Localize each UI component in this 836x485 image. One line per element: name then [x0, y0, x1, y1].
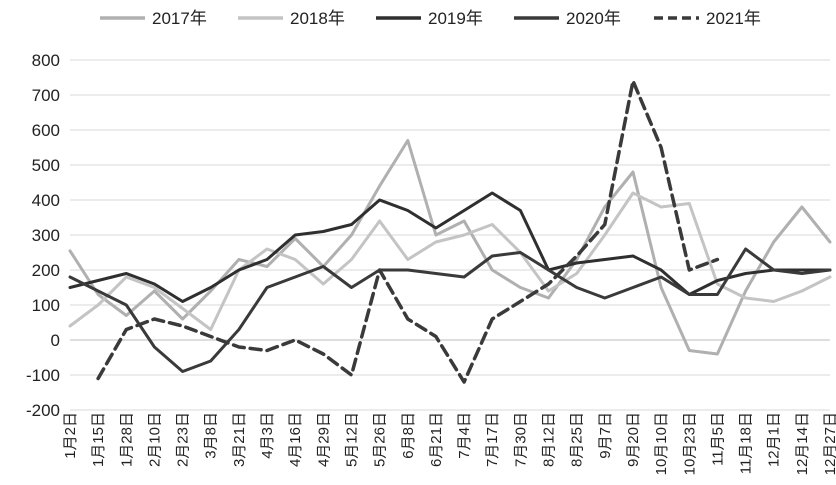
x-tick-label: 1月28日: [118, 412, 135, 467]
y-tick-label: 800: [32, 51, 60, 70]
x-tick-label: 5月26日: [372, 412, 389, 467]
y-tick-label: 700: [32, 86, 60, 105]
y-tick-label: 600: [32, 121, 60, 140]
x-tick-label: 3月8日: [203, 412, 220, 459]
x-tick-label: 8月25日: [569, 412, 586, 467]
x-tick-label: 11月18日: [738, 412, 755, 474]
x-tick-label: 11月5日: [709, 412, 726, 466]
series-line-1: [68, 139, 832, 356]
series-lines: [68, 79, 832, 384]
y-tick-label: 300: [32, 226, 60, 245]
x-tick-label: 4月16日: [287, 412, 304, 467]
y-tick-label: -200: [26, 401, 60, 420]
x-tick-label: 5月12日: [343, 412, 360, 467]
series-line-4: [68, 247, 832, 373]
y-tick-label: -100: [26, 366, 60, 385]
y-tick-label: 100: [32, 296, 60, 315]
legend-label: 2020年: [566, 9, 621, 28]
x-tick-label: 4月3日: [259, 412, 276, 459]
y-tick-label: 200: [32, 261, 60, 280]
x-tick-label: 8月12日: [541, 412, 558, 467]
series-line-3: [68, 191, 832, 303]
x-tick-label: 4月29日: [315, 412, 332, 467]
legend-label: 2017年: [152, 9, 207, 28]
y-tick-label: 400: [32, 191, 60, 210]
x-tick-label: 10月10日: [653, 412, 670, 475]
series-line-2: [68, 191, 832, 331]
x-tick-label: 7月30日: [512, 412, 529, 467]
x-tick-label: 7月4日: [456, 412, 473, 459]
x-tick-label: 9月7日: [597, 412, 614, 459]
x-tick-label: 7月17日: [484, 412, 501, 467]
grid-lines: [70, 59, 830, 411]
legend: 2017年 2018年 2019年 2020年 2021年: [100, 9, 761, 28]
x-tick-label: 6月8日: [400, 412, 417, 459]
legend-label: 2018年: [290, 9, 345, 28]
x-tick-label: 6月21日: [428, 412, 445, 467]
x-tick-label: 12月1日: [766, 412, 783, 467]
series-line-5: [96, 79, 720, 384]
axes: -200 -100 0 100 200 300 400 500 600 700 800 1月2日 1月1…: [26, 51, 836, 475]
x-tick-label: 10月23日: [681, 412, 698, 475]
y-tick-label: 0: [51, 331, 60, 350]
y-tick-label: 500: [32, 156, 60, 175]
x-tick-label: 3月21日: [231, 412, 248, 467]
x-tick-label: 2月10日: [146, 412, 163, 467]
legend-label: 2019年: [428, 9, 483, 28]
x-tick-label: 12月14日: [794, 412, 811, 475]
legend-label: 2021年: [706, 9, 761, 28]
x-tick-label: 12月27日: [822, 412, 836, 475]
x-tick-label: 1月15日: [90, 412, 107, 467]
x-tick-label: 1月2日: [62, 412, 79, 459]
x-tick-label: 2月23日: [175, 412, 192, 467]
x-tick-label: 9月20日: [625, 412, 642, 467]
